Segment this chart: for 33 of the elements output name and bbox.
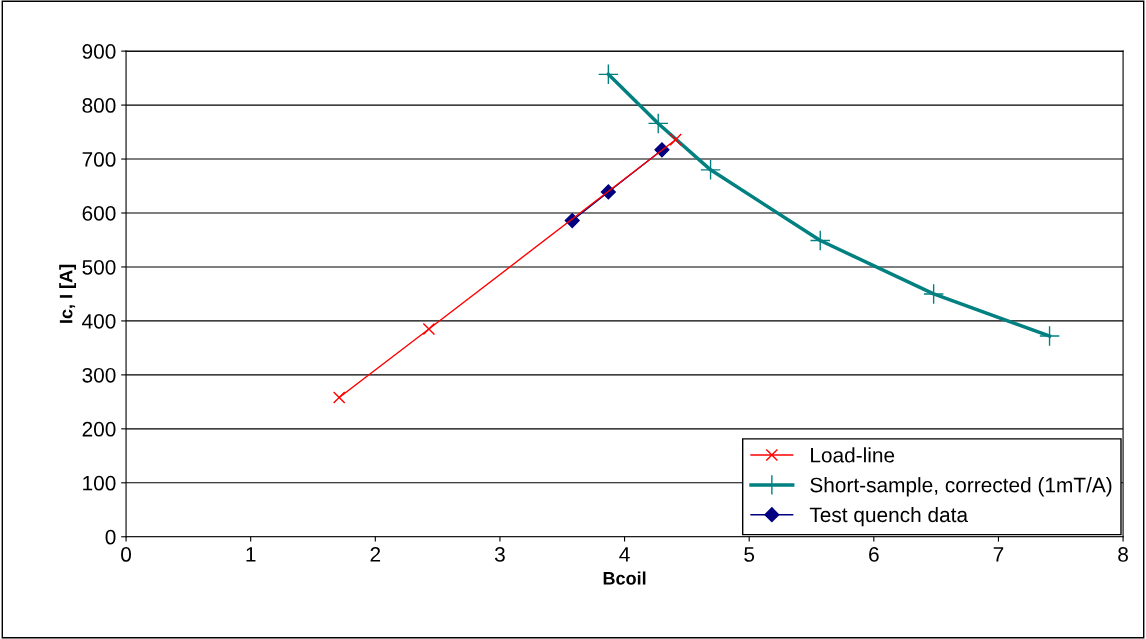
- y-tick-label: 500: [82, 259, 116, 275]
- point: [923, 283, 945, 305]
- point: [1039, 325, 1060, 347]
- x-tick-label: 7: [993, 547, 1004, 562]
- y-tick-label: 700: [82, 152, 116, 167]
- x-axis-title: Bcoil: [603, 571, 646, 585]
- x-tick-label: 2: [370, 547, 381, 562]
- y-tick-label: 200: [82, 421, 116, 437]
- point: [700, 159, 721, 181]
- x-tick-label: 0: [121, 547, 132, 562]
- x-tick-label: 1: [246, 547, 256, 562]
- point: [669, 133, 682, 146]
- y-tick-label: 900: [82, 44, 116, 59]
- x-tick-label: 6: [869, 547, 879, 562]
- point: [332, 391, 346, 404]
- x-tick-label: 8: [1118, 547, 1128, 562]
- point: [597, 63, 619, 85]
- y-tick-label: 0: [105, 529, 116, 545]
- y-tick-label: 100: [83, 475, 116, 491]
- x-tick-label: 4: [619, 547, 630, 562]
- point: [809, 230, 831, 251]
- y-axis-title: Ic, I [A]: [59, 264, 77, 323]
- x-tick-label: 3: [494, 547, 505, 562]
- x-tick-label: 5: [744, 547, 755, 562]
- legend-label: Load-line: [811, 447, 895, 463]
- y-tick-label: 800: [82, 98, 116, 113]
- point: [647, 113, 669, 134]
- legend-label: Test quench data: [809, 506, 969, 527]
- y-tick-label: 400: [82, 313, 116, 329]
- y-tick-label: 600: [82, 206, 116, 221]
- point: [422, 322, 436, 336]
- legend-label: Short-sample, corrected (1mT/A): [810, 477, 1112, 497]
- y-tick-label: 300: [82, 367, 116, 383]
